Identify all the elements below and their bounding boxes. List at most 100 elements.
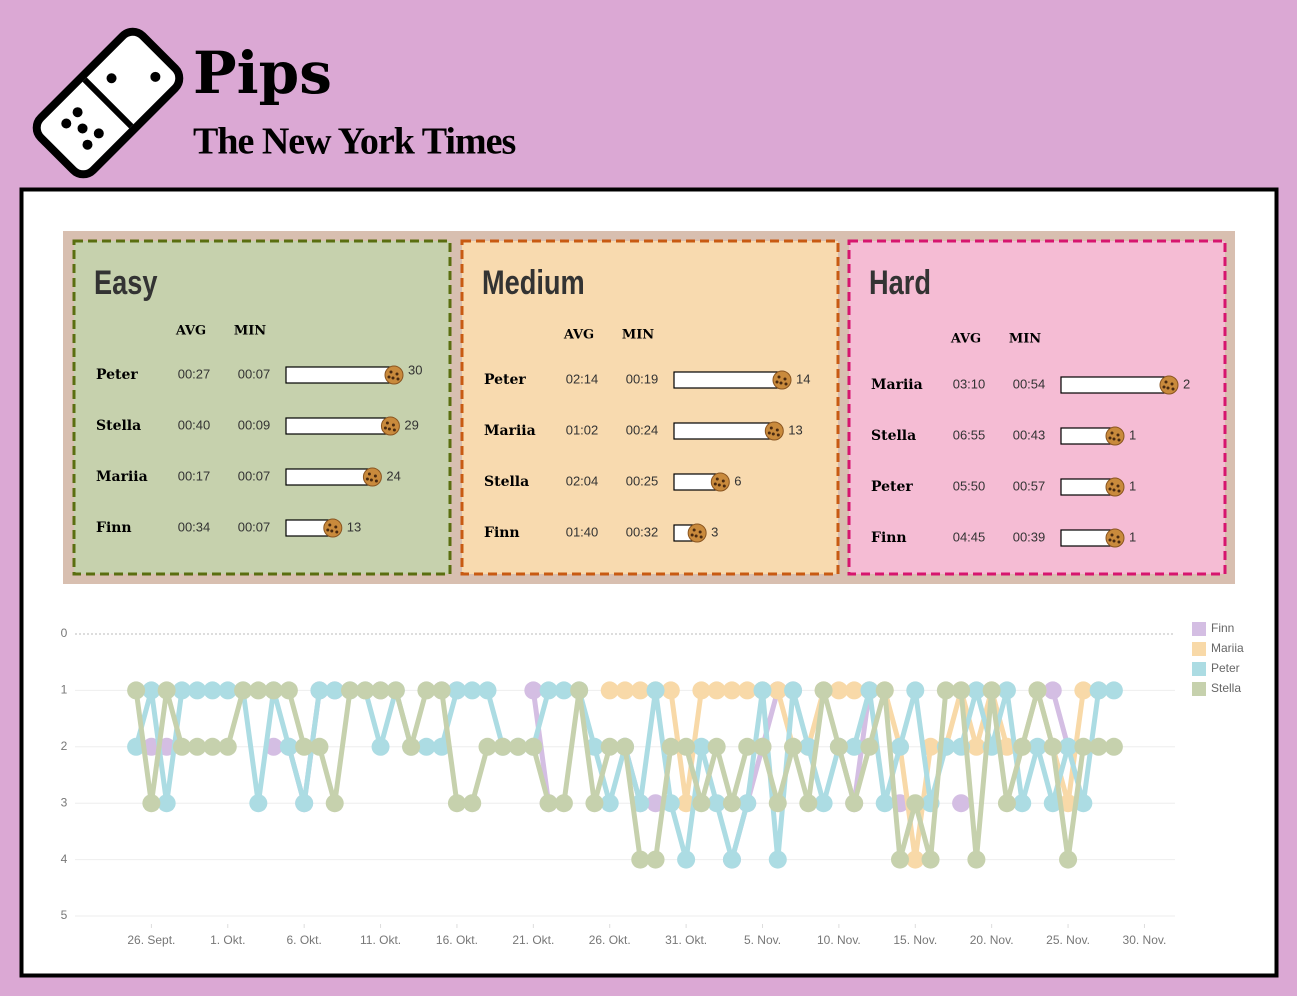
data-point — [402, 737, 421, 756]
count-bar — [285, 468, 374, 486]
cookie-chip — [775, 428, 779, 432]
data-point — [447, 681, 466, 700]
cookie-chip — [1112, 539, 1116, 543]
min-time: 00:25 — [626, 473, 659, 488]
data-point — [463, 794, 482, 813]
min-time: 00:54 — [1013, 376, 1046, 391]
column-header: AVG — [563, 328, 594, 343]
data-point — [554, 794, 573, 813]
data-point — [127, 737, 146, 756]
avg-time: 00:34 — [178, 519, 211, 534]
puzzle-count: 6 — [734, 473, 741, 488]
x-tick-label: 6. Okt. — [286, 933, 321, 947]
data-point — [967, 681, 986, 700]
data-point — [1043, 794, 1062, 813]
data-point — [845, 737, 864, 756]
cookie-chip — [395, 372, 399, 376]
cookie-chip — [715, 477, 719, 481]
min-time: 00:24 — [626, 422, 659, 437]
avg-time: 01:02 — [566, 422, 599, 437]
data-point — [172, 737, 191, 756]
count-bar — [285, 417, 392, 435]
data-point — [661, 681, 680, 700]
data-point — [1059, 850, 1078, 869]
legend-swatch — [1192, 662, 1206, 676]
data-point — [142, 794, 161, 813]
player-name: Peter — [871, 479, 913, 495]
data-point — [646, 850, 665, 869]
cookie-chip — [383, 426, 387, 430]
min-time: 00:07 — [238, 519, 271, 534]
data-point — [432, 681, 451, 700]
column-header: AVG — [175, 324, 206, 339]
data-point — [1074, 794, 1093, 813]
column-header: MIN — [1009, 332, 1041, 347]
data-point — [738, 737, 757, 756]
data-point — [249, 681, 268, 700]
x-tick-label: 1. Okt. — [210, 933, 245, 947]
data-point — [784, 737, 803, 756]
data-point — [1028, 681, 1047, 700]
puzzle-count: 13 — [347, 519, 361, 534]
x-tick-label: 26. Sept. — [127, 933, 175, 947]
panel-box — [847, 239, 1227, 576]
data-point — [997, 737, 1016, 756]
data-point — [417, 681, 436, 700]
avg-time: 02:14 — [566, 371, 599, 386]
cookie-chip — [717, 483, 721, 487]
data-point — [1059, 794, 1078, 813]
data-point — [1074, 681, 1093, 700]
legend-swatch — [1192, 622, 1206, 636]
data-point — [616, 681, 634, 700]
data-point — [677, 794, 696, 813]
data-point — [722, 681, 741, 700]
cookie-chip — [1162, 385, 1166, 389]
cookie-chip — [365, 477, 369, 481]
data-point — [814, 794, 833, 813]
data-point — [753, 681, 772, 700]
cookie-chip — [767, 431, 771, 435]
data-point — [1104, 737, 1123, 756]
data-point — [264, 681, 283, 700]
data-point — [554, 681, 573, 700]
data-point — [997, 794, 1016, 813]
data-point — [234, 681, 253, 700]
cookie — [764, 421, 784, 441]
cookie — [384, 365, 404, 385]
player-name: Peter — [484, 372, 526, 388]
data-point — [891, 737, 909, 756]
cookie-icon — [1105, 477, 1125, 497]
data-point — [967, 737, 986, 756]
data-point — [570, 681, 589, 700]
cookie-icon — [384, 365, 404, 385]
data-point — [386, 681, 405, 700]
legend-label: Peter — [1211, 661, 1240, 675]
data-point — [203, 681, 222, 700]
cookie-chip — [721, 479, 725, 483]
cookie-chip — [694, 534, 698, 538]
data-point — [509, 737, 528, 756]
min-time: 00:07 — [238, 468, 271, 483]
data-point — [692, 794, 711, 813]
domino-icon — [32, 27, 184, 179]
data-point — [829, 681, 848, 700]
data-point — [631, 681, 650, 700]
column-header: AVG — [950, 332, 981, 347]
puzzle-count: 1 — [1129, 529, 1136, 544]
data-point — [447, 794, 466, 813]
data-point — [753, 737, 772, 756]
data-point — [600, 794, 619, 813]
y-tick-label: 5 — [61, 908, 68, 922]
cookie-chip — [784, 382, 788, 386]
data-point — [325, 681, 344, 700]
cookie — [1105, 426, 1125, 446]
cookie-chip — [335, 530, 339, 534]
legend-swatch — [1192, 642, 1206, 656]
data-point — [875, 794, 894, 813]
cookie-chip — [776, 433, 780, 437]
cookie-chip — [779, 381, 783, 385]
cookie-chip — [391, 376, 395, 380]
data-point — [631, 794, 650, 813]
data-point — [188, 681, 207, 700]
